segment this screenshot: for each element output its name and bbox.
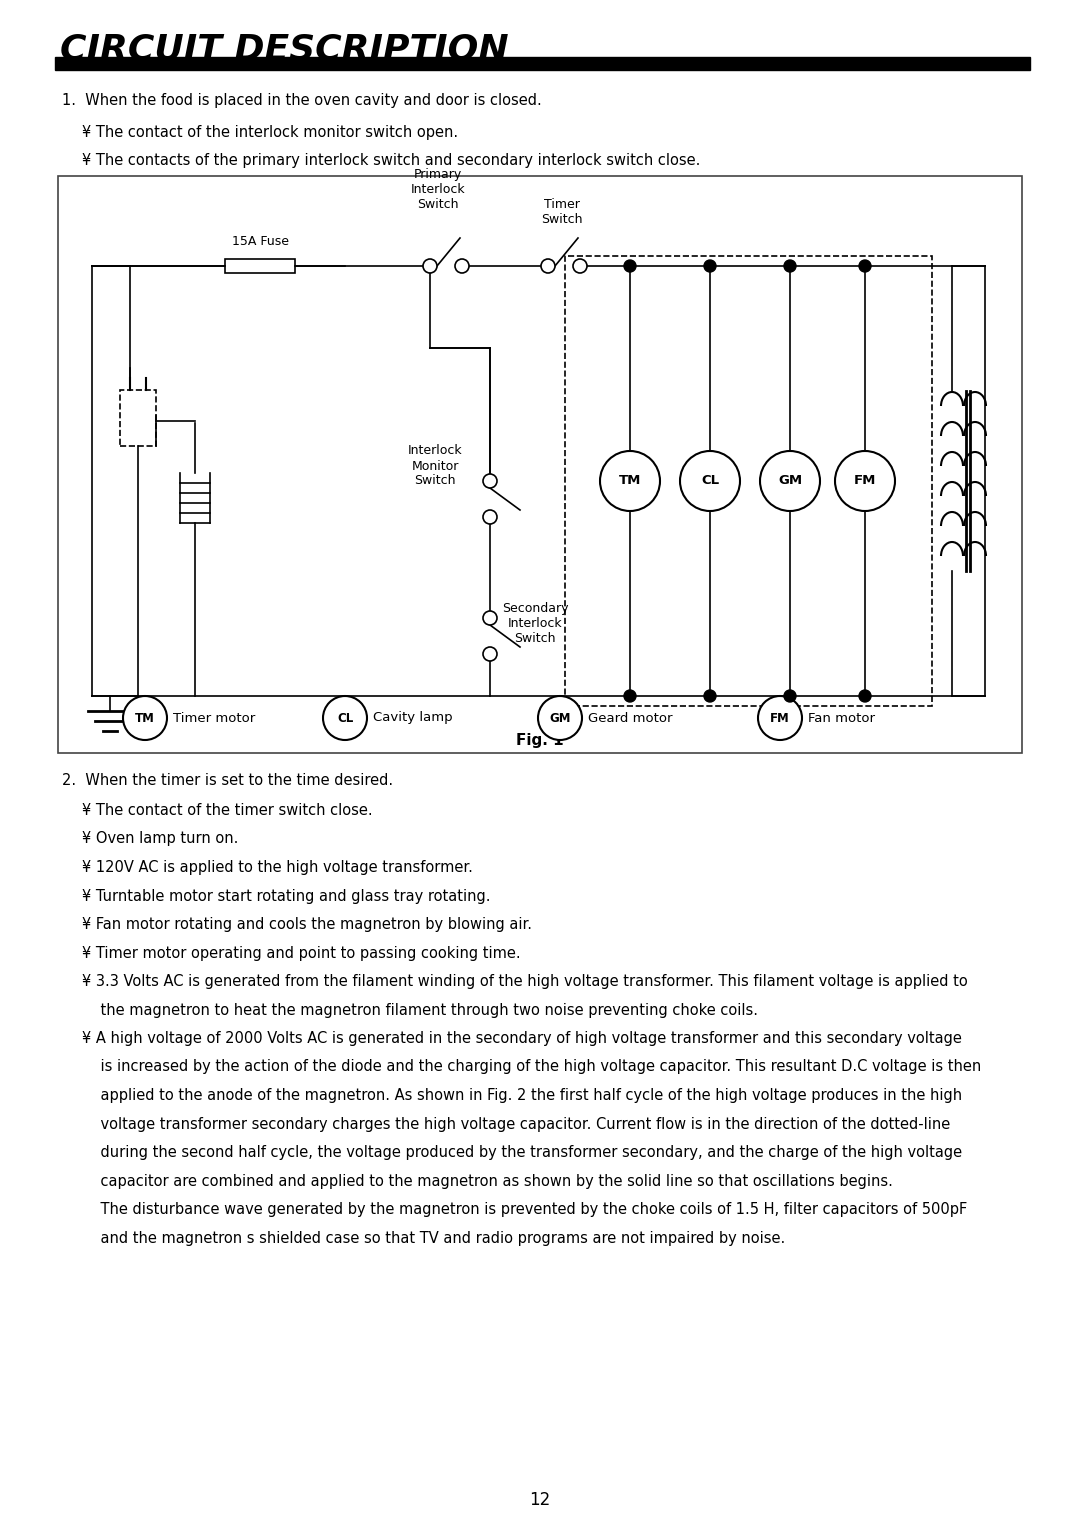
Text: 1.  When the food is placed in the oven cavity and door is closed.: 1. When the food is placed in the oven c… bbox=[62, 93, 542, 108]
Text: the magnetron to heat the magnetron filament through two noise preventing choke : the magnetron to heat the magnetron fila… bbox=[82, 1002, 758, 1018]
Text: Timer
Switch: Timer Switch bbox=[541, 199, 583, 226]
Bar bbox=[58, 176, 1022, 753]
Bar bbox=[565, 257, 932, 706]
Text: is increased by the action of the diode and the charging of the high voltage cap: is increased by the action of the diode … bbox=[82, 1059, 982, 1074]
Text: applied to the anode of the magnetron. As shown in Fig. 2 the first half cycle o: applied to the anode of the magnetron. A… bbox=[82, 1088, 962, 1103]
Circle shape bbox=[760, 451, 820, 510]
Circle shape bbox=[483, 611, 497, 625]
Text: ¥ Fan motor rotating and cools the magnetron by blowing air.: ¥ Fan motor rotating and cools the magne… bbox=[82, 917, 532, 932]
Text: CL: CL bbox=[701, 475, 719, 487]
Text: ¥ Timer motor operating and point to passing cooking time.: ¥ Timer motor operating and point to pas… bbox=[82, 946, 521, 961]
Text: The disturbance wave generated by the magnetron is prevented by the choke coils : The disturbance wave generated by the ma… bbox=[82, 1203, 968, 1216]
Circle shape bbox=[859, 260, 870, 272]
Text: voltage transformer secondary charges the high voltage capacitor. Current flow i: voltage transformer secondary charges th… bbox=[82, 1117, 950, 1132]
Text: ¥ The contacts of the primary interlock switch and secondary interlock switch cl: ¥ The contacts of the primary interlock … bbox=[82, 153, 700, 168]
Circle shape bbox=[483, 510, 497, 524]
Circle shape bbox=[538, 695, 582, 740]
Circle shape bbox=[624, 260, 636, 272]
Circle shape bbox=[704, 691, 716, 701]
Text: Primary
Interlock
Switch: Primary Interlock Switch bbox=[410, 168, 465, 211]
Text: 12: 12 bbox=[529, 1491, 551, 1510]
Text: GM: GM bbox=[778, 475, 802, 487]
Text: CIRCUIT DESCRIPTION: CIRCUIT DESCRIPTION bbox=[60, 34, 509, 67]
Text: Fig. 1: Fig. 1 bbox=[516, 733, 564, 749]
Text: capacitor are combined and applied to the magnetron as shown by the solid line s: capacitor are combined and applied to th… bbox=[82, 1174, 893, 1189]
Circle shape bbox=[600, 451, 660, 510]
Circle shape bbox=[680, 451, 740, 510]
Text: ¥ Oven lamp turn on.: ¥ Oven lamp turn on. bbox=[82, 831, 239, 847]
Text: FM: FM bbox=[770, 712, 789, 724]
Bar bbox=[120, 390, 156, 446]
Text: Timer motor: Timer motor bbox=[173, 712, 255, 724]
Circle shape bbox=[123, 695, 167, 740]
Text: ¥ Turntable motor start rotating and glass tray rotating.: ¥ Turntable motor start rotating and gla… bbox=[82, 888, 490, 903]
Text: ¥ 120V AC is applied to the high voltage transformer.: ¥ 120V AC is applied to the high voltage… bbox=[82, 860, 473, 876]
Circle shape bbox=[483, 646, 497, 662]
Text: CL: CL bbox=[337, 712, 353, 724]
Text: 15A Fuse: 15A Fuse bbox=[231, 235, 288, 248]
Circle shape bbox=[624, 691, 636, 701]
Circle shape bbox=[541, 260, 555, 274]
Text: FM: FM bbox=[854, 475, 876, 487]
Text: Fan motor: Fan motor bbox=[808, 712, 875, 724]
Text: ¥ A high voltage of 2000 Volts AC is generated in the secondary of high voltage : ¥ A high voltage of 2000 Volts AC is gen… bbox=[82, 1031, 962, 1047]
Circle shape bbox=[323, 695, 367, 740]
Circle shape bbox=[859, 691, 870, 701]
Circle shape bbox=[423, 260, 437, 274]
Text: Geard motor: Geard motor bbox=[588, 712, 673, 724]
Circle shape bbox=[784, 691, 796, 701]
Circle shape bbox=[835, 451, 895, 510]
Text: ¥ The contact of the interlock monitor switch open.: ¥ The contact of the interlock monitor s… bbox=[82, 125, 458, 141]
Circle shape bbox=[483, 474, 497, 487]
Text: Cavity lamp: Cavity lamp bbox=[373, 712, 453, 724]
Text: TM: TM bbox=[135, 712, 154, 724]
Text: ¥ The contact of the timer switch close.: ¥ The contact of the timer switch close. bbox=[82, 804, 373, 817]
Text: Interlock
Monitor
Switch: Interlock Monitor Switch bbox=[407, 445, 462, 487]
Text: ¥ 3.3 Volts AC is generated from the filament winding of the high voltage transf: ¥ 3.3 Volts AC is generated from the fil… bbox=[82, 973, 968, 989]
Circle shape bbox=[455, 260, 469, 274]
Text: during the second half cycle, the voltage produced by the transformer secondary,: during the second half cycle, the voltag… bbox=[82, 1144, 962, 1160]
Text: and the magnetron s shielded case so that TV and radio programs are not impaired: and the magnetron s shielded case so tha… bbox=[82, 1230, 785, 1245]
Bar bbox=[225, 260, 295, 274]
Text: TM: TM bbox=[619, 475, 642, 487]
Circle shape bbox=[784, 260, 796, 272]
Text: GM: GM bbox=[550, 712, 570, 724]
Bar bbox=[55, 57, 1030, 70]
Circle shape bbox=[704, 260, 716, 272]
Text: Secondary
Interlock
Switch: Secondary Interlock Switch bbox=[502, 602, 568, 645]
Text: 2.  When the timer is set to the time desired.: 2. When the timer is set to the time des… bbox=[62, 773, 393, 788]
Circle shape bbox=[758, 695, 802, 740]
Circle shape bbox=[573, 260, 588, 274]
